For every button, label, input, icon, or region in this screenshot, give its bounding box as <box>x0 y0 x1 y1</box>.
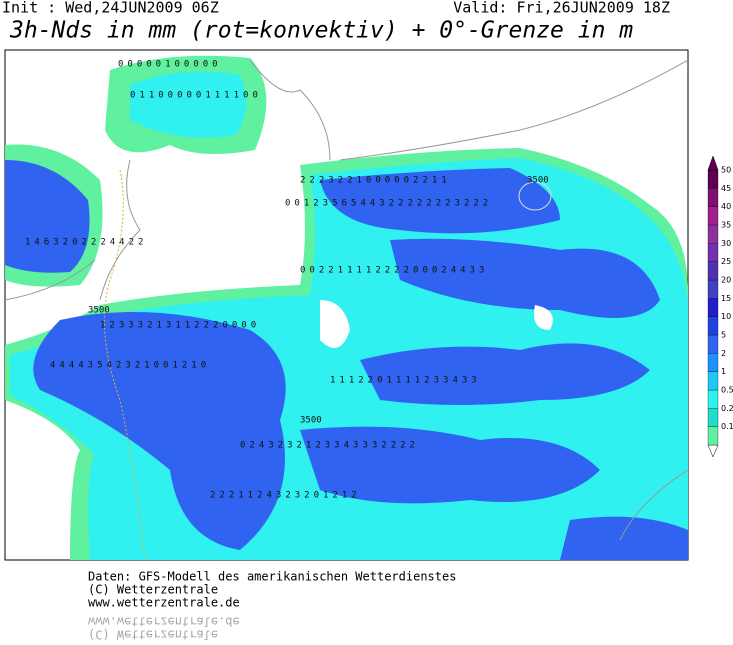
coastline <box>5 59 688 541</box>
legend-swatch <box>707 206 719 226</box>
precip-area <box>320 168 560 234</box>
map-title: 3h-Nds in mm (rot=konvektiv) + 0°-Grenze… <box>9 18 633 44</box>
legend-label: 45 <box>721 184 731 193</box>
freezing-level-contour <box>518 181 552 211</box>
footer-line: www.wetterzentrale.de <box>88 596 240 610</box>
legend-label: 30 <box>721 239 731 248</box>
legend-swatch <box>707 279 719 299</box>
legend-swatch <box>707 316 719 336</box>
legend-swatch <box>707 243 719 262</box>
precip-value-row: 2221124323201212 <box>210 491 361 501</box>
legend-swatch <box>707 353 719 372</box>
legend-label: 35 <box>721 221 731 230</box>
contour-label: 3500 <box>300 416 322 426</box>
legend-swatch <box>707 188 719 207</box>
precip-value-row: 00000100000 <box>118 60 222 70</box>
legend-label: 0.1 <box>721 422 733 431</box>
precip-value-row: 12333213112220000 <box>100 321 260 331</box>
freezing-level-contour <box>103 169 146 560</box>
footer-reflection-line: (C) Wetterzentrale <box>88 628 218 642</box>
precip-value-row: 00221111222200024433 <box>300 266 488 276</box>
legend-swatch <box>707 426 719 446</box>
precip-area <box>33 312 286 550</box>
contour-label: 3500 <box>88 306 110 316</box>
precip-area <box>390 238 660 318</box>
legend-label: 15 <box>721 294 731 303</box>
precip-area <box>300 426 600 504</box>
precip-area <box>130 71 247 138</box>
legend-swatch <box>707 298 719 317</box>
precip-value-row: 1463202224422 <box>25 238 147 248</box>
init-time: Init : Wed,24JUN2009 06Z <box>2 0 219 17</box>
legend-label: 2 <box>721 349 726 358</box>
footer: Daten: GFS-Modell des amerikanischen Wet… <box>88 570 456 642</box>
legend-swatch <box>707 261 719 281</box>
map: 00000100000 01100000111100 222322100000221… <box>4 49 689 561</box>
footer-line: (C) Wetterzentrale <box>88 583 218 597</box>
precip-value-row: 0243232123343332222 <box>240 441 419 451</box>
precip-area <box>360 343 650 405</box>
footer-line: Daten: GFS-Modell des amerikanischen Wet… <box>88 570 456 584</box>
legend-label: 10 <box>721 312 731 321</box>
footer-reflection-line: www.wetterzentrale.de <box>88 615 240 629</box>
legend-label: 20 <box>721 276 731 285</box>
precip-area <box>560 516 688 560</box>
legend-label: 0.5 <box>721 386 733 395</box>
legend-swatch <box>707 334 719 354</box>
precip-values: 00000100000 01100000111100 222322100000221… <box>25 60 549 501</box>
precip-value-row: 44443542321001210 <box>50 361 210 371</box>
precip-value-row: 0012356544322222223222 <box>285 199 492 209</box>
legend-label: 1 <box>721 367 726 376</box>
precip-value-row: 2223221000002211 <box>300 176 451 186</box>
legend-label: 50 <box>721 166 731 175</box>
valid-time: Valid: Fri,26JUN2009 18Z <box>453 0 670 17</box>
legend-label: 25 <box>721 257 731 266</box>
legend-swatch <box>707 371 719 391</box>
precip-value-row: 01100000111100 <box>130 91 262 101</box>
contour-label: 3500 <box>527 176 549 186</box>
legend-cap <box>707 155 719 171</box>
legend-swatch <box>707 408 719 427</box>
legend-cap <box>707 444 719 458</box>
legend-label: 5 <box>721 331 726 340</box>
legend-label: 0.2 <box>721 404 733 413</box>
dry-area <box>320 300 553 348</box>
precip-value-row: 1112201111233433 <box>330 376 481 386</box>
legend-swatch <box>707 169 719 189</box>
legend-label: 40 <box>721 202 731 211</box>
legend-swatch <box>707 224 719 244</box>
legend-swatch <box>707 389 719 409</box>
precip-area <box>5 160 90 273</box>
